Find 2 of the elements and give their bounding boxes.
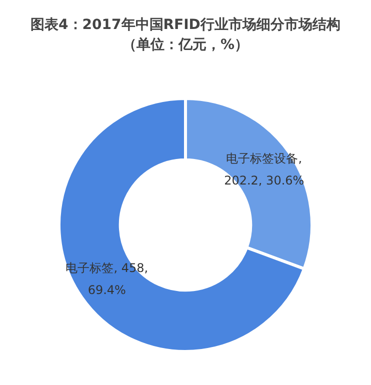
chart-title: 图表4：2017年中国RFID行业市场细分市场结构 — [30, 16, 342, 34]
chart-subtitle: （单位：亿元，%） — [121, 36, 250, 54]
